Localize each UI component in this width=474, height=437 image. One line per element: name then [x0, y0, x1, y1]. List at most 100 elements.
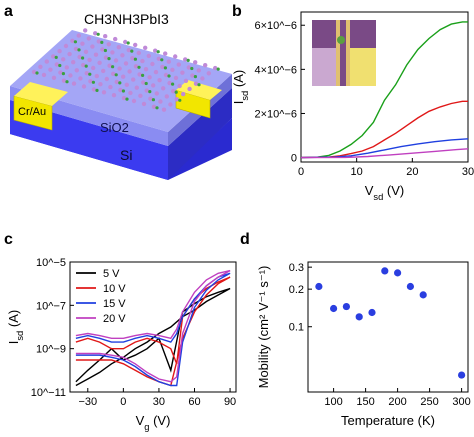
c-series-line-0 — [75, 287, 231, 387]
lattice-node — [193, 60, 198, 65]
lattice-node — [113, 36, 118, 42]
lattice-cation — [174, 90, 178, 94]
lattice-cation — [186, 58, 190, 63]
lattice-node — [163, 51, 168, 56]
lattice-node — [161, 107, 167, 112]
b-xtick-label: 10 — [351, 166, 363, 178]
lattice-node — [154, 91, 159, 96]
d-point-2 — [342, 302, 350, 311]
lattice-cation — [54, 55, 58, 60]
lattice-node — [78, 76, 83, 81]
lattice-cation — [160, 58, 164, 62]
panel-c-marks: −30 0 30 60 90 10^−11 10^−9 10^−7 10^−5 — [31, 257, 236, 408]
lattice-cation — [100, 40, 104, 45]
b-xtick-label: 30 — [462, 166, 474, 178]
lattice-node — [146, 53, 151, 59]
lattice-cation — [103, 48, 107, 53]
c-series-line-2 — [75, 272, 231, 387]
b-series-line-1 — [300, 100, 468, 159]
panel-a-device-schematic: a CH3NH3PbI3 Cr/Au SiO2 Si — [4, 3, 232, 180]
lattice-node — [187, 86, 192, 92]
c-legend-label-2: 15 V — [103, 298, 126, 310]
c-xtick-label: 0 — [120, 396, 126, 408]
d-point-9 — [458, 371, 466, 379]
panel-d-xlabel: Temperature (K) — [341, 413, 435, 428]
lattice-node — [114, 79, 120, 85]
panel-c-legend: 5 V 10 V 15 V 20 V — [76, 268, 126, 325]
lattice-node — [54, 62, 59, 67]
lattice-node — [107, 63, 112, 68]
lattice-node — [123, 61, 129, 66]
lattice-node — [171, 89, 176, 94]
lattice-cation — [58, 63, 62, 68]
d-point-7 — [406, 282, 414, 291]
lattice-node — [186, 65, 191, 70]
lattice-node — [128, 90, 133, 96]
lattice-node — [117, 66, 122, 71]
lattice-node — [167, 80, 172, 86]
lattice-cation — [77, 48, 81, 52]
panel-b-letter: b — [232, 3, 242, 20]
lattice-node — [31, 69, 37, 75]
lattice-node — [183, 57, 188, 62]
lattice-cation — [133, 57, 137, 61]
lattice-node — [137, 72, 142, 77]
lattice-node — [174, 97, 179, 102]
lattice-node — [73, 46, 79, 52]
lattice-node — [111, 71, 116, 77]
lattice-node — [127, 69, 132, 74]
lattice-node — [144, 88, 149, 93]
lattice-cation — [141, 73, 145, 77]
lattice-node — [143, 45, 148, 50]
lattice-node — [108, 84, 113, 90]
material-formula-label: CH3NH3PbI3 — [84, 11, 169, 27]
lattice-node — [68, 73, 73, 78]
lattice-node — [97, 60, 102, 65]
substrate-label: Si — [120, 147, 132, 163]
lattice-node — [143, 67, 149, 72]
lattice-node — [160, 64, 165, 70]
panel-b-plot-area — [300, 11, 469, 163]
lattice-node — [177, 83, 182, 89]
lattice-node — [96, 39, 102, 44]
lattice-node — [101, 68, 106, 74]
lattice-node — [206, 71, 211, 76]
lattice-cation — [151, 98, 155, 102]
lattice-node — [64, 65, 70, 70]
c-xtick-label: −30 — [78, 396, 97, 408]
lattice-node — [136, 50, 141, 56]
lattice-cation — [65, 80, 69, 84]
lattice-node — [126, 47, 131, 53]
lattice-node — [173, 54, 178, 59]
lattice-node — [103, 34, 108, 39]
lattice-cation — [126, 41, 130, 45]
lattice-node — [141, 101, 147, 107]
lattice-node — [41, 72, 47, 78]
lattice-node — [133, 42, 138, 48]
lattice-node — [121, 74, 126, 79]
d-ytick-label: 0.3 — [289, 262, 304, 274]
cr-au-contact-right-top — [176, 80, 222, 100]
lattice-node — [183, 78, 189, 84]
panel-b-ylabel: Isd (A) — [231, 70, 250, 104]
lattice-node — [118, 87, 123, 93]
b-ytick-label: 2×10^−6 — [255, 108, 297, 120]
lattice-cation — [35, 71, 39, 75]
lattice-cation — [167, 74, 171, 78]
inset-micrograph — [312, 20, 376, 86]
lattice-node — [124, 82, 129, 88]
lattice-node — [61, 78, 67, 83]
lattice-node — [164, 94, 169, 99]
lattice-cation — [148, 90, 152, 94]
lattice-node — [166, 59, 171, 64]
panel-d-marks: 100 150 200 250 300 0.1 0.2 0.3 — [289, 262, 471, 408]
lattice-cation — [125, 97, 129, 101]
lattice-node — [134, 85, 139, 90]
lattice-node — [116, 45, 122, 50]
lattice-node — [153, 48, 158, 53]
lattice-node — [98, 82, 103, 87]
lattice-node — [90, 44, 95, 49]
b-ytick-label: 0 — [291, 153, 297, 165]
lattice-node — [67, 51, 72, 57]
b-ytick-label: 4×10^−6 — [255, 64, 297, 76]
